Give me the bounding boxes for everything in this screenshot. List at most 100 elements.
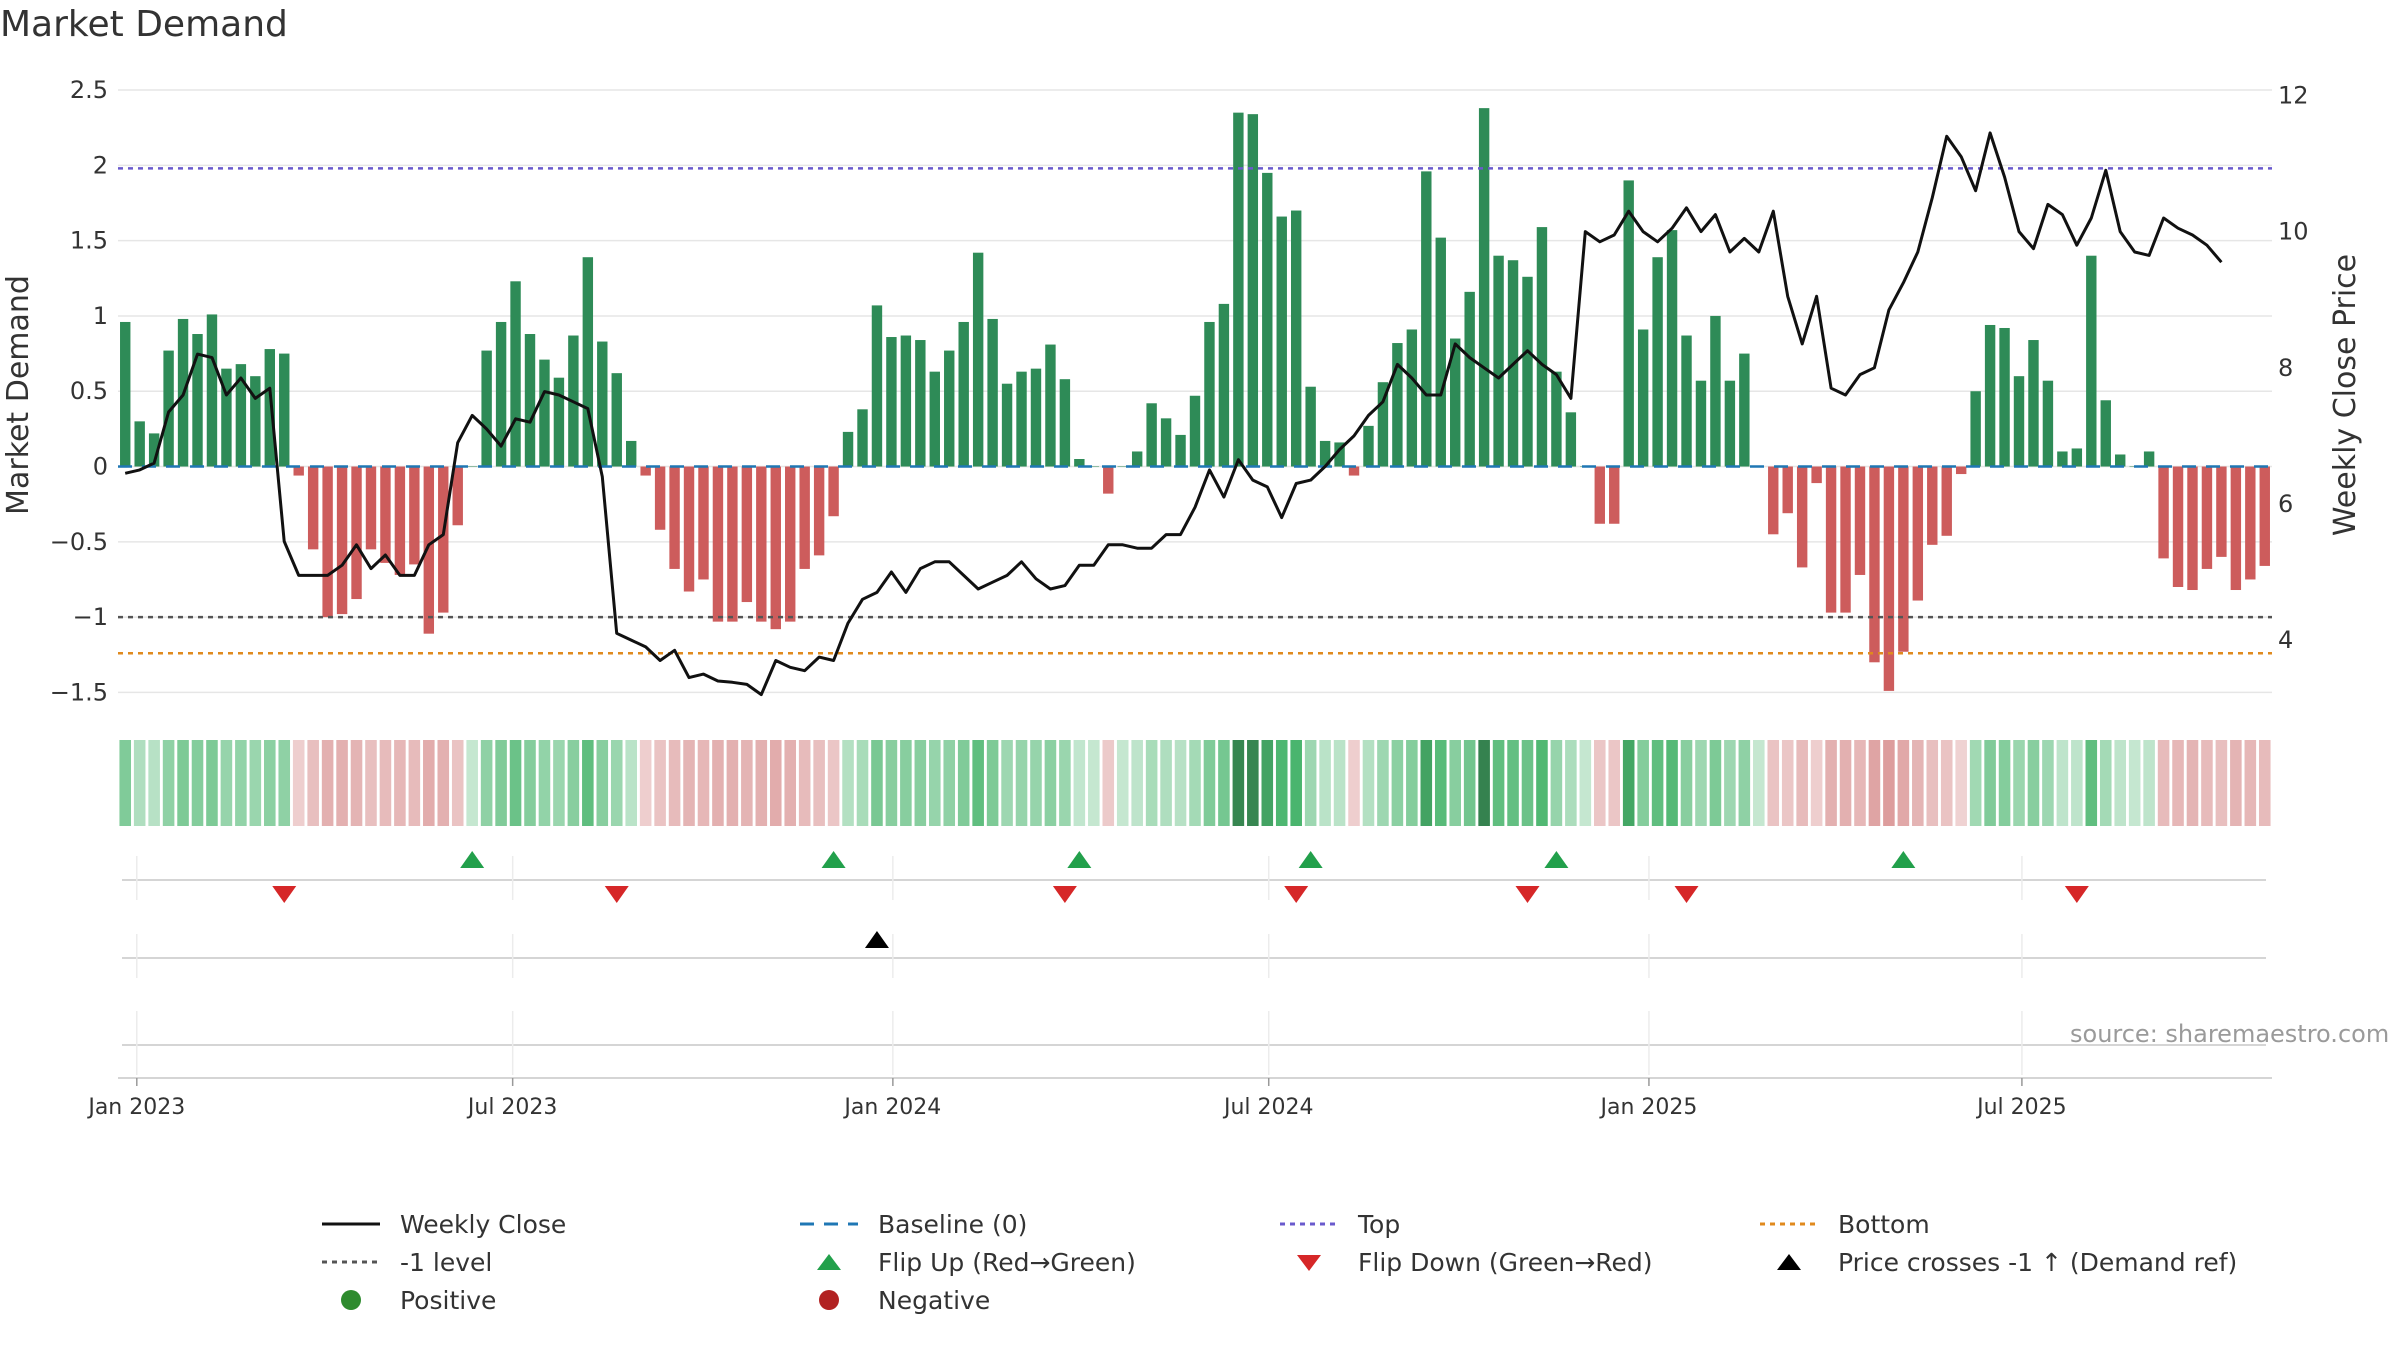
- legend-label: Weekly Close: [400, 1209, 567, 1239]
- band-cell: [1767, 740, 1780, 826]
- demand-bar: [1175, 434, 1186, 467]
- band-cell: [1521, 740, 1534, 826]
- demand-bar: [1305, 386, 1316, 467]
- legend-baseline: Baseline (0): [798, 1206, 1027, 1242]
- band-cell: [2244, 740, 2257, 826]
- band-cell: [1362, 740, 1375, 826]
- legend-minus-one: -1 level: [320, 1244, 492, 1280]
- demand-bar: [438, 466, 449, 613]
- band-cell: [220, 740, 233, 826]
- y-tick-label: −0.5: [50, 528, 108, 556]
- band-cell: [1709, 740, 1722, 826]
- demand-bar: [1623, 180, 1634, 467]
- band-cell: [2201, 740, 2213, 826]
- demand-bar: [785, 466, 796, 622]
- flip-down-marker: [604, 886, 629, 903]
- band-cell: [480, 740, 493, 826]
- demand-bar: [322, 466, 333, 618]
- legend-flip-down: Flip Down (Green→Red): [1278, 1244, 1653, 1280]
- legend-label: Flip Down (Green→Red): [1358, 1247, 1653, 1277]
- band-cell: [755, 740, 768, 826]
- demand-bar: [1074, 459, 1085, 467]
- band-cell: [437, 740, 450, 826]
- band-cell: [1680, 740, 1693, 826]
- band-cell: [1391, 740, 1404, 826]
- demand-bar: [683, 466, 695, 592]
- demand-bar: [2071, 448, 2083, 467]
- legend-label: Flip Up (Red→Green): [878, 1247, 1136, 1277]
- demand-bar: [495, 321, 507, 467]
- band-cell: [1810, 740, 1823, 826]
- demand-bar: [1840, 466, 1851, 613]
- band-cell: [235, 740, 247, 826]
- demand-bar: [2259, 466, 2270, 566]
- demand-bar: [2216, 466, 2227, 557]
- circle-icon: [341, 1290, 361, 1310]
- demand-bar: [640, 466, 651, 476]
- band-cell: [307, 740, 319, 826]
- band-cell: [610, 740, 623, 826]
- legend-price-cross: Price crosses -1 ↑ (Demand ref): [1758, 1244, 2237, 1280]
- band-cell: [1030, 740, 1042, 826]
- demand-bar: [813, 466, 825, 556]
- band-cell: [1304, 740, 1317, 826]
- demand-bar: [2230, 466, 2242, 591]
- demand-bar: [756, 466, 767, 622]
- demand-bar: [2013, 376, 2025, 467]
- demand-bar: [712, 466, 724, 622]
- band-cell: [914, 740, 927, 826]
- band-cell: [1449, 740, 1461, 826]
- band-cell: [1088, 740, 1100, 826]
- demand-bar: [1536, 227, 1548, 467]
- demand-bar: [1059, 379, 1071, 467]
- demand-bar: [1045, 344, 1056, 467]
- chart-legend: Weekly Close Baseline (0) Top Bottom -1 …: [320, 1206, 2280, 1326]
- band-cell: [553, 740, 565, 826]
- demand-bar: [915, 340, 926, 467]
- band-cell: [336, 740, 348, 826]
- band-cell: [1738, 740, 1751, 826]
- demand-bar: [365, 466, 377, 550]
- dotted-line-icon: [322, 1260, 380, 1264]
- band-cell: [1593, 740, 1606, 826]
- band-cell: [249, 740, 262, 826]
- demand-bar: [235, 364, 247, 467]
- y2-tick-label: 4: [2278, 626, 2293, 654]
- band-cell: [2085, 740, 2098, 826]
- demand-bar: [1999, 327, 2010, 467]
- band-cell: [1724, 740, 1736, 826]
- x-tick-label: Jul 2024: [1222, 1095, 1314, 1120]
- demand-bar: [1406, 329, 1418, 467]
- x-tick-label: Jan 2025: [1598, 1095, 1697, 1120]
- band-cell: [2215, 740, 2228, 826]
- demand-bar: [972, 252, 984, 467]
- triangle-up-icon: [1777, 1254, 1801, 1270]
- demand-bar: [1493, 255, 1504, 467]
- demand-bar: [380, 466, 391, 563]
- demand-bar: [1768, 466, 1779, 535]
- band-cell: [2157, 740, 2170, 826]
- demand-bar: [351, 466, 362, 600]
- demand-bar: [1348, 466, 1360, 476]
- flip-down-marker: [1284, 886, 1309, 903]
- band-cell: [1203, 740, 1216, 826]
- band-cell: [929, 740, 941, 826]
- demand-bar: [524, 334, 536, 467]
- band-cell: [813, 740, 825, 826]
- band-cell: [2013, 740, 2025, 826]
- y-tick-label: −1: [73, 603, 108, 631]
- demand-bar: [1276, 216, 1287, 467]
- band-cell: [1463, 740, 1476, 826]
- band-cell: [1579, 740, 1592, 826]
- demand-bar: [2158, 466, 2169, 559]
- demand-bar: [1103, 466, 1114, 494]
- band-cell: [741, 740, 753, 826]
- demand-bar: [307, 466, 319, 550]
- band-cell: [206, 740, 218, 826]
- demand-bar: [929, 371, 940, 467]
- demand-bar: [423, 466, 435, 634]
- demand-bar: [582, 257, 594, 467]
- band-cell: [1912, 740, 1924, 826]
- demand-bar: [1710, 315, 1721, 467]
- band-cell: [712, 740, 724, 826]
